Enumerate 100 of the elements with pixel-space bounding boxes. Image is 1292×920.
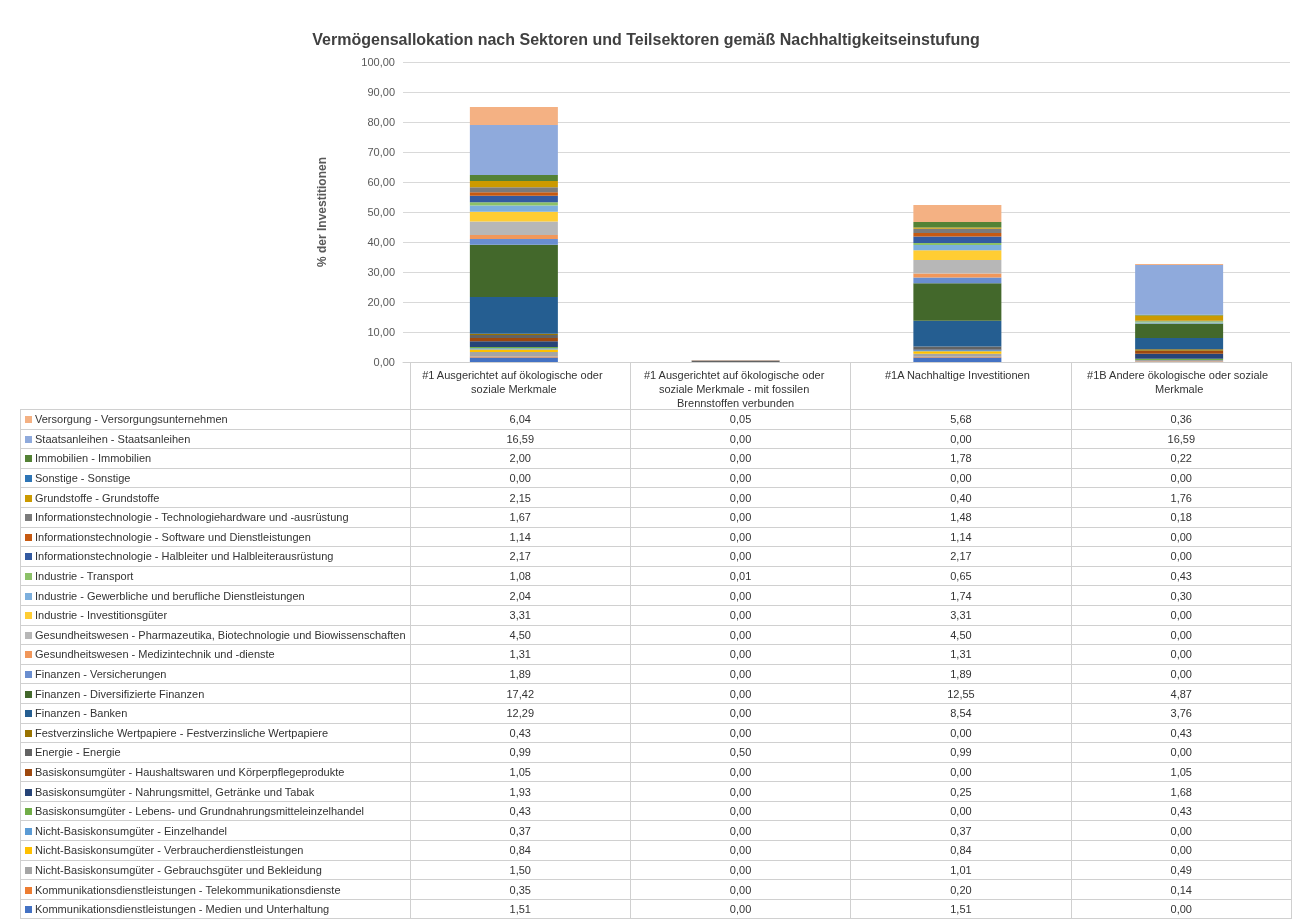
x-tick-label: #1A Nachhaltige Investitionen — [884, 369, 1030, 381]
data-label: 0,20 — [850, 879, 1072, 900]
data-label: 0,43 — [1071, 801, 1292, 821]
data-label: 0,84 — [850, 840, 1072, 861]
data-label: 0,00 — [630, 664, 851, 684]
data-label: 3,31 — [410, 605, 631, 626]
data-label: 1,89 — [410, 664, 631, 684]
data-label: 1,51 — [410, 899, 631, 919]
data-label: 0,00 — [630, 899, 851, 919]
legend-label: Staatsanleihen - Staatsanleihen — [20, 429, 411, 449]
y-tick-label: 20,00 — [367, 296, 395, 308]
data-label: 1,14 — [850, 527, 1072, 547]
y-tick-label: 90,00 — [367, 86, 395, 98]
legend-label: Informationstechnologie - Software und Dienstleistungen — [20, 527, 411, 547]
data-label: 1,51 — [850, 899, 1072, 919]
data-label: 0,00 — [1071, 742, 1292, 763]
data-label: 0,00 — [630, 703, 851, 723]
data-label: 0,00 — [630, 546, 851, 567]
data-label: 1,76 — [1071, 487, 1292, 508]
y-tick-label: 80,00 — [367, 116, 395, 128]
data-label: 0,00 — [630, 762, 851, 782]
data-label: 4,87 — [1071, 683, 1292, 704]
data-label: 0,43 — [1071, 566, 1292, 586]
data-label: 0,18 — [1071, 507, 1292, 528]
data-label: 0,00 — [1071, 468, 1292, 488]
data-label: 0,14 — [1071, 879, 1292, 900]
data-label: 0,00 — [1071, 527, 1292, 547]
data-label: 0,00 — [1071, 840, 1292, 861]
data-label: 0,99 — [410, 742, 631, 763]
data-label: 1,01 — [850, 860, 1072, 880]
data-label: 1,68 — [1071, 781, 1292, 802]
data-label: 1,50 — [410, 860, 631, 880]
data-label: 1,74 — [850, 585, 1072, 606]
data-label: 0,00 — [850, 762, 1072, 782]
data-label: 0,00 — [630, 820, 851, 841]
data-label: 0,37 — [850, 820, 1072, 841]
data-label: 0,00 — [630, 860, 851, 880]
data-label: 0,00 — [850, 468, 1072, 488]
data-label: 2,15 — [410, 487, 631, 508]
data-label: 0,05 — [630, 409, 851, 430]
data-label: 0,00 — [1071, 664, 1292, 684]
data-label: 0,99 — [850, 742, 1072, 763]
data-label: 1,67 — [410, 507, 631, 528]
data-label: 0,50 — [630, 742, 851, 763]
data-label: 0,00 — [1071, 644, 1292, 665]
legend-label: Industrie - Transport — [20, 566, 411, 586]
legend-label: Finanzen - Banken — [20, 703, 411, 723]
legend-label: Basiskonsumgüter - Nahrungsmittel, Getränke und Tabak — [20, 781, 411, 802]
data-label: 0,00 — [630, 683, 851, 704]
data-label: 0,49 — [1071, 860, 1292, 880]
data-label: 0,40 — [850, 487, 1072, 508]
data-label: 12,29 — [410, 703, 631, 723]
legend-label: Sonstige - Sonstige — [20, 468, 411, 488]
y-tick-label: 70,00 — [367, 146, 395, 158]
data-label: 0,22 — [1071, 448, 1292, 469]
data-label: 0,35 — [410, 879, 631, 900]
legend-label: Nicht-Basiskonsumgüter - Verbraucherdienstleistungen — [20, 840, 411, 861]
y-tick-label: 100,00 — [361, 56, 395, 68]
data-label: 0,00 — [1071, 899, 1292, 919]
data-label: 0,37 — [410, 820, 631, 841]
legend-label: Energie - Energie — [20, 742, 411, 763]
legend-label: Immobilien - Immobilien — [20, 448, 411, 469]
data-label: 4,50 — [850, 625, 1072, 645]
legend-label: Grundstoffe - Grundstoffe — [20, 487, 411, 508]
legend-label: Informationstechnologie - Technologiehardware und -ausrüstung — [20, 507, 411, 528]
data-label: 0,00 — [630, 879, 851, 900]
legend-label: Kommunikationsdienstleistungen - Medien und Unterhaltung — [20, 899, 411, 919]
data-label: 1,93 — [410, 781, 631, 802]
data-label: 0,43 — [1071, 723, 1292, 743]
data-label: 0,00 — [1071, 820, 1292, 841]
data-label: 0,00 — [850, 429, 1072, 449]
x-tick-label: #1 Ausgerichtet auf ökologische oder soziale Merkmale - mit fossilen Brennstoffen verbunden — [643, 369, 828, 409]
legend-label: Industrie - Investitionsgüter — [20, 605, 411, 626]
x-tick-label: #1 Ausgerichtet auf ökologische oder soziale Merkmale — [422, 369, 606, 395]
data-label: 16,59 — [1071, 429, 1292, 449]
data-label: 1,48 — [850, 507, 1072, 528]
data-label: 17,42 — [410, 683, 631, 704]
data-label: 1,14 — [410, 527, 631, 547]
data-label: 3,76 — [1071, 703, 1292, 723]
data-label: 0,00 — [630, 605, 851, 626]
y-tick-label: 0,00 — [373, 356, 395, 368]
legend-label: Industrie - Gewerbliche und berufliche Dienstleistungen — [20, 585, 411, 606]
data-label: 8,54 — [850, 703, 1072, 723]
data-label: 1,89 — [850, 664, 1072, 684]
data-label: 0,00 — [630, 585, 851, 606]
data-label: 0,00 — [630, 507, 851, 528]
legend-label: Gesundheitswesen - Pharmazeutika, Biotechnologie und Biowissenschaften — [20, 625, 411, 645]
data-label: 0,84 — [410, 840, 631, 861]
data-label: 0,00 — [630, 448, 851, 469]
data-label: 0,43 — [410, 801, 631, 821]
data-label: 16,59 — [410, 429, 631, 449]
data-label: 0,00 — [630, 644, 851, 665]
data-label: 5,68 — [850, 409, 1072, 430]
legend-label: Kommunikationsdienstleistungen - Telekommunikationsdienste — [20, 879, 411, 900]
data-label: 0,00 — [1071, 605, 1292, 626]
data-label: 1,08 — [410, 566, 631, 586]
data-label: 0,00 — [630, 468, 851, 488]
data-label: 0,00 — [1071, 546, 1292, 567]
data-label: 2,04 — [410, 585, 631, 606]
data-label: 2,17 — [850, 546, 1072, 567]
